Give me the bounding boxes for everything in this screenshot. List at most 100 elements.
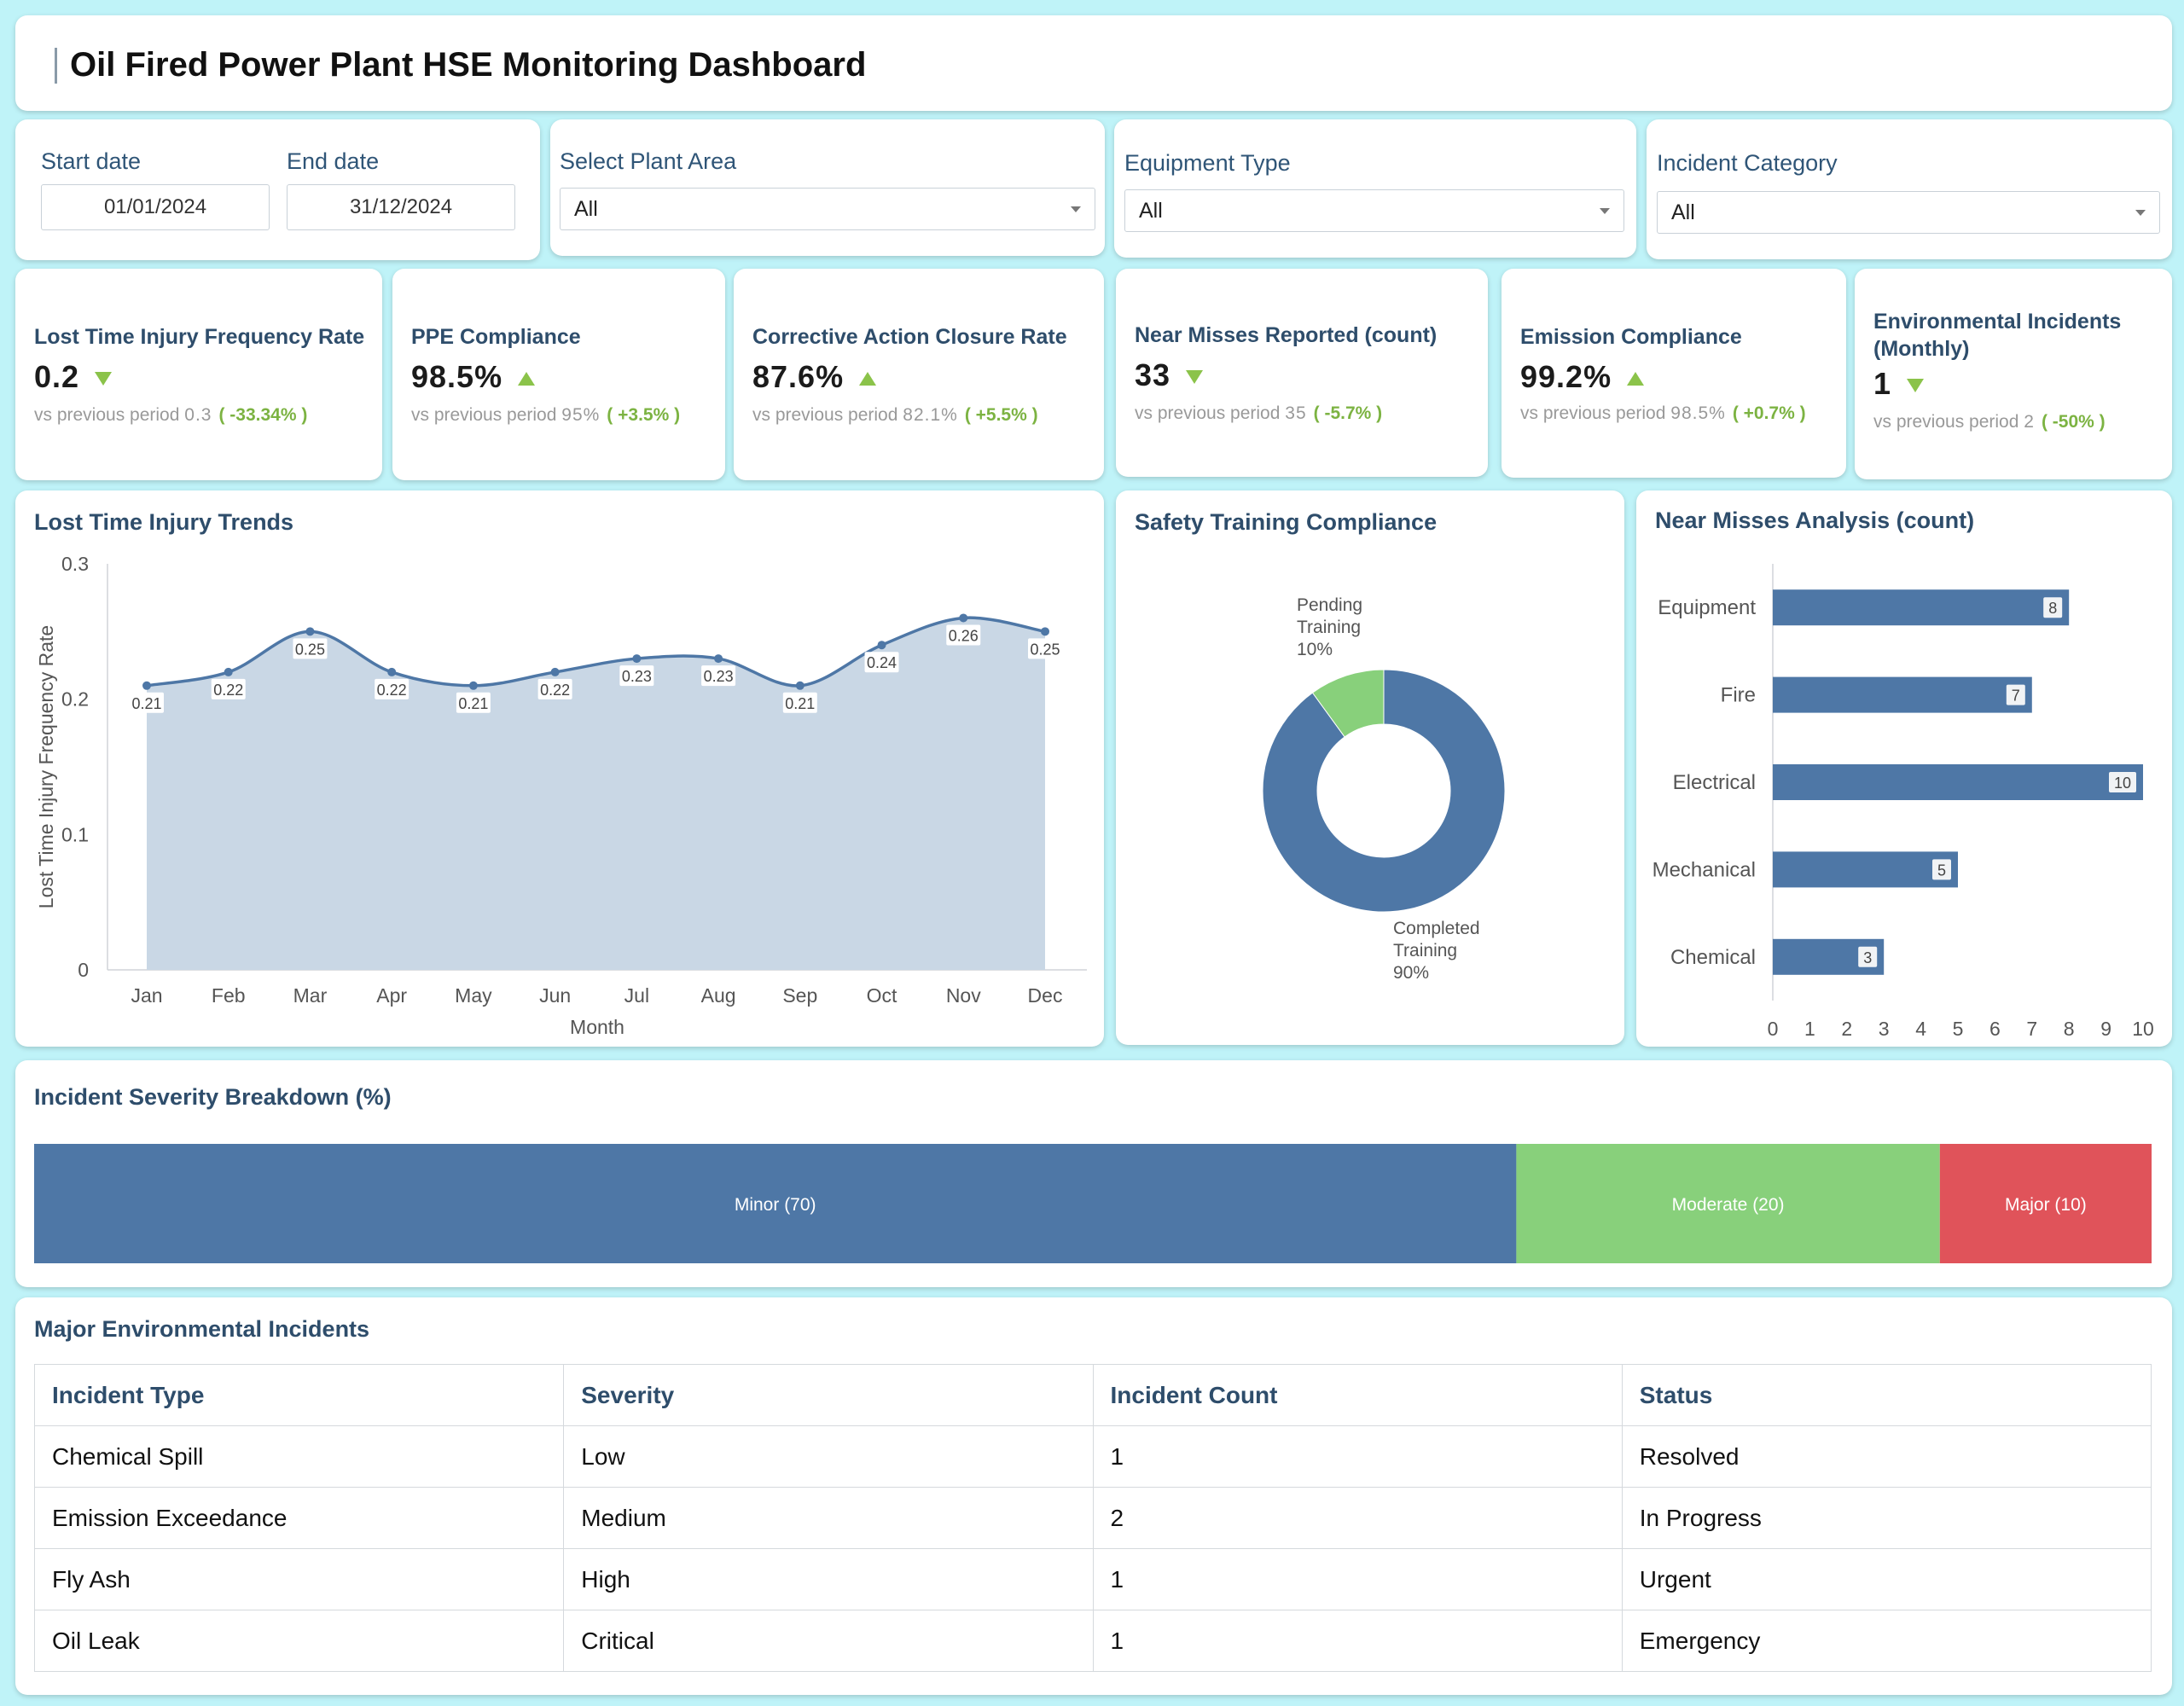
- table-cell: Urgent: [1621, 1548, 2152, 1610]
- trend-up-icon: [1627, 372, 1645, 386]
- kpi-comparison: vs previous period 35( -5.7% ): [1135, 403, 1383, 423]
- training-donut-chart: Completed Training 90% Pending Training 10%: [1262, 595, 1506, 983]
- x-tick-label: 9: [2100, 1018, 2111, 1040]
- table-cell: Oil Leak: [33, 1610, 565, 1672]
- x-tick-label: Sep: [782, 984, 817, 1007]
- x-tick-label: 8: [2064, 1018, 2075, 1040]
- data-label-bg: [130, 692, 164, 713]
- data-label-bg: [864, 652, 899, 673]
- column-header[interactable]: Status: [1621, 1364, 2152, 1426]
- chevron-down-icon: [2135, 210, 2146, 216]
- kpi-card-emission: Emission Compliance 99.2% vs previous pe…: [1502, 269, 1846, 478]
- data-label-bg: [456, 692, 491, 713]
- incident-category-select[interactable]: All: [1657, 191, 2160, 234]
- y-tick-label: 0: [78, 959, 89, 981]
- table-row[interactable]: Fly Ash High 1 Urgent: [33, 1548, 2152, 1610]
- data-label-bg: [211, 678, 246, 699]
- table-cell: Critical: [563, 1610, 1094, 1672]
- page-title: Oil Fired Power Plant HSE Monitoring Das…: [70, 46, 867, 84]
- x-tick-label: Jan: [131, 984, 162, 1007]
- data-label: 0.21: [131, 695, 161, 712]
- slice-label: Training: [1297, 618, 1361, 637]
- data-point: [1041, 627, 1049, 636]
- data-point: [632, 654, 642, 664]
- dashboard-header: Oil Fired Power Plant HSE Monitoring Das…: [15, 15, 2172, 111]
- end-date-input[interactable]: 31/12/2024: [287, 184, 515, 230]
- panel-title: Incident Severity Breakdown (%): [34, 1084, 392, 1110]
- kpi-card-ppe: PPE Compliance 98.5% vs previous period …: [392, 269, 725, 480]
- table-row[interactable]: Oil Leak Critical 1 Emergency: [33, 1610, 2152, 1672]
- data-label: 10: [2114, 775, 2131, 792]
- column-header[interactable]: Incident Count: [1092, 1364, 1623, 1426]
- table-cell: Medium: [563, 1487, 1094, 1549]
- x-tick-label: Apr: [376, 984, 407, 1007]
- plant-area-select[interactable]: All: [560, 188, 1095, 230]
- x-tick-label: Feb: [212, 984, 246, 1007]
- x-tick-label: 5: [1953, 1018, 1964, 1040]
- data-label-bg: [375, 678, 410, 699]
- severity-segment: [1516, 1144, 1940, 1263]
- data-label: 0.25: [1030, 641, 1060, 658]
- kpi-value: 87.6%: [752, 359, 877, 395]
- incident-category-filter-card: Incident Category All: [1647, 119, 2172, 259]
- table-header-row: Incident Type Severity Incident Count St…: [33, 1364, 2152, 1426]
- kpi-card-corrective-action: Corrective Action Closure Rate 87.6% vs …: [734, 269, 1104, 480]
- data-label: 0.25: [295, 641, 325, 658]
- data-label-bg: [1028, 638, 1062, 659]
- plant-area-filter-card: Select Plant Area All: [550, 119, 1105, 256]
- segment-label: Major (10): [2005, 1195, 2087, 1215]
- data-point: [959, 613, 968, 623]
- donut-slice: [1262, 669, 1506, 913]
- series-line: [146, 616, 1046, 688]
- table-cell: Fly Ash: [33, 1548, 565, 1610]
- kpi-value: 99.2%: [1520, 359, 1645, 395]
- table-row[interactable]: Chemical Spill Low 1 Resolved: [33, 1425, 2152, 1488]
- data-label: 0.26: [949, 627, 979, 644]
- column-header[interactable]: Severity: [563, 1364, 1094, 1426]
- x-tick-label: Jul: [624, 984, 649, 1007]
- data-label: 0.23: [704, 668, 734, 685]
- data-point: [714, 654, 723, 664]
- lti-area-chart: 0 0.1 0.2 0.3 0.21 0.22 0.25 0.22 0.21 0.22 0.23 0.…: [35, 553, 1087, 1038]
- x-tick-label: May: [455, 984, 492, 1007]
- plant-area-label: Select Plant Area: [560, 148, 737, 174]
- table-cell: In Progress: [1621, 1487, 2152, 1549]
- table-cell: Low: [563, 1425, 1094, 1488]
- data-label: 3: [1863, 949, 1872, 966]
- donut-slice: [1311, 669, 1385, 738]
- kpi-value: 1: [1873, 366, 1925, 402]
- trend-down-icon: [95, 372, 113, 386]
- kpi-card-environmental-incidents: Environmental Incidents (Monthly) 1 vs p…: [1855, 269, 2172, 479]
- title-accent-bar: [55, 48, 57, 84]
- equipment-select[interactable]: All: [1124, 189, 1624, 232]
- y-axis-title: Lost Time Injury Frequency Rate: [35, 625, 57, 908]
- column-header[interactable]: Incident Type: [33, 1364, 565, 1426]
- data-label-bg: [1932, 859, 1951, 880]
- x-tick-label: 10: [2132, 1018, 2154, 1040]
- end-date-label: End date: [287, 148, 380, 174]
- training-compliance-card: Safety Training Compliance Completed Trai…: [1116, 490, 1624, 1045]
- x-tick-label: Dec: [1028, 984, 1063, 1007]
- panel-title: Safety Training Compliance: [1135, 509, 1438, 535]
- table-row[interactable]: Emission Exceedance Medium 2 In Progress: [33, 1487, 2152, 1549]
- kpi-comparison: vs previous period 98.5%( +0.7% ): [1520, 403, 1806, 423]
- bar: [1773, 676, 2032, 713]
- start-date-input[interactable]: 01/01/2024: [41, 184, 270, 230]
- y-tick-label: Mechanical: [1653, 858, 1756, 881]
- x-tick-label: Aug: [701, 984, 736, 1007]
- y-tick-label: Fire: [1721, 684, 1756, 707]
- data-label: 0.22: [377, 682, 407, 699]
- severity-stacked-bar: Minor (70) Moderate (20) Major (10): [34, 1144, 2152, 1263]
- data-label-bg: [1858, 946, 1878, 967]
- data-label-bg: [701, 665, 736, 687]
- x-tick-label: Jun: [539, 984, 571, 1007]
- table-cell: 1: [1092, 1548, 1623, 1610]
- plant-area-value: All: [574, 197, 598, 221]
- equipment-label: Equipment Type: [1124, 150, 1291, 176]
- data-label: 8: [2048, 600, 2057, 617]
- table-cell: 1: [1092, 1425, 1623, 1488]
- kpi-title: Near Misses Reported (count): [1135, 323, 1438, 347]
- x-axis-title: Month: [570, 1016, 624, 1038]
- data-point: [877, 641, 886, 650]
- y-tick-label: 0.1: [61, 823, 89, 845]
